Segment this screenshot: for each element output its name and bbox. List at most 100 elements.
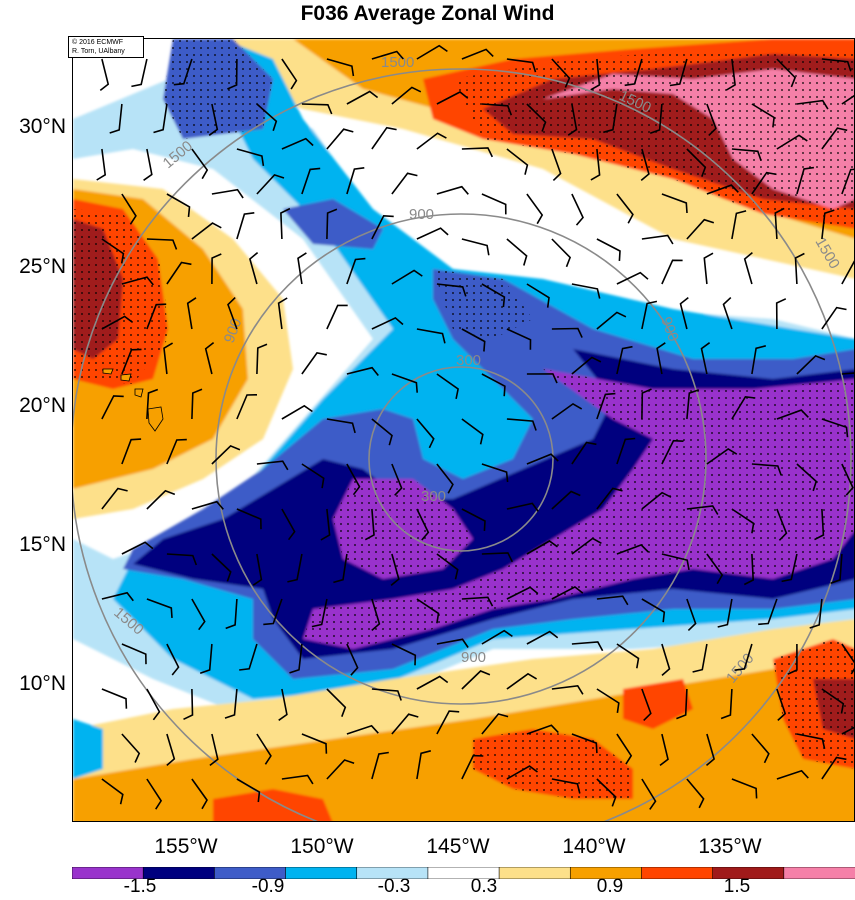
wind-barb [821,127,848,150]
wind-barb [551,778,581,794]
wind-barb [656,342,666,375]
wind-barb [436,373,459,400]
wind-barb [731,210,747,240]
wind-barb [841,372,854,375]
wind-barb [209,733,219,767]
wind-barb [225,598,238,630]
wind-barb [109,103,123,134]
wind-barb [641,388,652,420]
wind-barb [571,356,602,375]
wind-barb [436,463,454,494]
wind-barb [551,148,562,181]
lat-label: 15°N [19,533,66,556]
wind-barb [596,238,621,261]
wind-barb [311,598,328,628]
wind-barb [506,672,538,690]
wind-barb [841,726,854,735]
wind-barb [191,222,222,240]
wind-barb [101,591,134,602]
wind-barb [416,598,440,624]
wind-barb [166,553,198,566]
wind-barb [263,598,283,626]
colorbar-swatch [783,867,855,879]
wind-barb [758,598,778,626]
colorbar-label: 1.5 [723,876,751,897]
wind-barb [146,688,161,721]
wind-barb [481,463,509,483]
wind-barb [641,234,674,245]
wind-barb [526,103,547,132]
wind-barb [436,638,469,648]
wind-barb [371,126,397,150]
wind-barb [776,508,788,541]
wind-barb [461,670,491,690]
wind-barb [603,103,618,134]
wind-barb [346,366,379,376]
wind-barb [571,193,584,226]
wind-barb [551,402,583,420]
wind-barb [121,276,154,286]
map-canvas: 300 300 900 900 900 900 1500 1500 1500 1… [73,39,854,821]
wind-barb [173,58,193,86]
wind-barb [326,688,347,717]
wind-barb [436,710,460,735]
wind-barb [146,238,178,250]
wind-barb [776,688,787,721]
wind-barb [346,257,366,285]
wind-barb [526,193,544,225]
colorbar-label: -1.5 [123,876,157,897]
wind-barb [146,778,163,810]
wind-barb [391,172,418,195]
wind-barb [281,137,314,150]
wind-barb [659,733,669,767]
wind-barb [371,214,394,240]
wind-barb [596,392,616,420]
wind-barb [551,490,581,510]
wind-barb [731,508,755,534]
wind-barb [326,759,355,780]
wind-barb [596,778,617,807]
wind-barb [461,596,494,607]
wind-barb [416,227,449,240]
wind-barb [571,641,604,652]
wind-barb [821,756,847,780]
wind-barb [256,343,268,375]
wind-barb [371,751,389,780]
wind-barb [326,418,356,434]
wind-barb [641,300,658,330]
wind-barb [641,688,652,721]
wind-barb [726,58,736,91]
wind-barb [751,345,766,375]
range-ring-1500 [73,68,852,821]
wind-barb [163,342,174,375]
wind-barb [461,418,484,445]
wind-barb [841,463,854,496]
wind-barb [506,502,539,512]
wind-barb [616,733,633,765]
wind-barb [101,487,128,510]
wind-barb [301,733,328,754]
wind-barb [281,404,313,420]
wind-barb [526,373,558,384]
wind-barb [596,487,623,510]
wind-barb [301,103,333,115]
wind-barb [841,168,854,195]
wind-barb [481,103,513,116]
wind-barb [101,688,128,709]
credit-line: R. Torn, UAlbany [72,48,125,55]
ring-label: 900 [461,649,486,666]
wind-barb [686,148,707,177]
wind-barb [146,303,167,330]
wind-barb [796,99,829,110]
wind-barb [787,644,798,675]
wind-barb [481,629,513,645]
wind-barb [346,167,365,195]
wind-barb [705,733,716,767]
wind-barb [814,508,825,541]
wind-barb [551,238,572,268]
wind-barb [320,508,331,541]
wind-barb [481,713,509,735]
lat-label: 25°N [19,255,66,278]
wind-barb [506,238,528,266]
wind-barb [166,193,191,217]
